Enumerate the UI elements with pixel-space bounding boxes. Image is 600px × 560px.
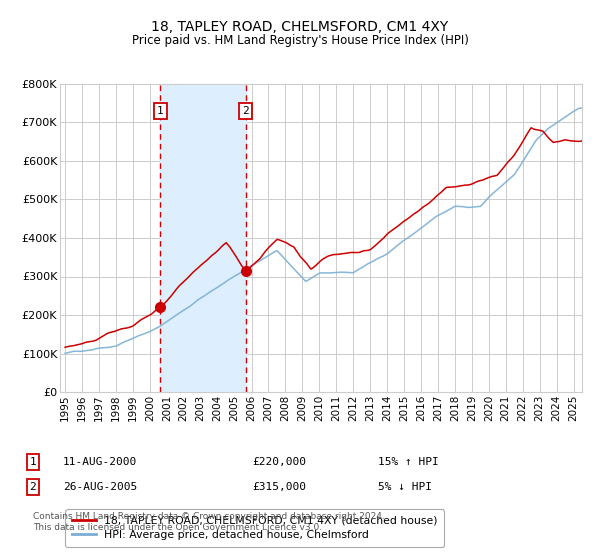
Text: Contains HM Land Registry data © Crown copyright and database right 2024.
This d: Contains HM Land Registry data © Crown c… bbox=[33, 512, 385, 532]
Text: Price paid vs. HM Land Registry's House Price Index (HPI): Price paid vs. HM Land Registry's House … bbox=[131, 34, 469, 46]
Text: 11-AUG-2000: 11-AUG-2000 bbox=[63, 457, 137, 467]
Text: 26-AUG-2005: 26-AUG-2005 bbox=[63, 482, 137, 492]
Legend: 18, TAPLEY ROAD, CHELMSFORD, CM1 4XY (detached house), HPI: Average price, detac: 18, TAPLEY ROAD, CHELMSFORD, CM1 4XY (de… bbox=[65, 510, 445, 547]
Text: 5% ↓ HPI: 5% ↓ HPI bbox=[378, 482, 432, 492]
Text: 15% ↑ HPI: 15% ↑ HPI bbox=[378, 457, 439, 467]
Bar bbox=[160, 84, 245, 392]
Text: 18, TAPLEY ROAD, CHELMSFORD, CM1 4XY: 18, TAPLEY ROAD, CHELMSFORD, CM1 4XY bbox=[151, 20, 449, 34]
Text: £315,000: £315,000 bbox=[252, 482, 306, 492]
Text: 1: 1 bbox=[29, 457, 37, 467]
Text: £220,000: £220,000 bbox=[252, 457, 306, 467]
Text: 2: 2 bbox=[242, 106, 249, 116]
Text: 1: 1 bbox=[157, 106, 164, 116]
Text: 2: 2 bbox=[29, 482, 37, 492]
